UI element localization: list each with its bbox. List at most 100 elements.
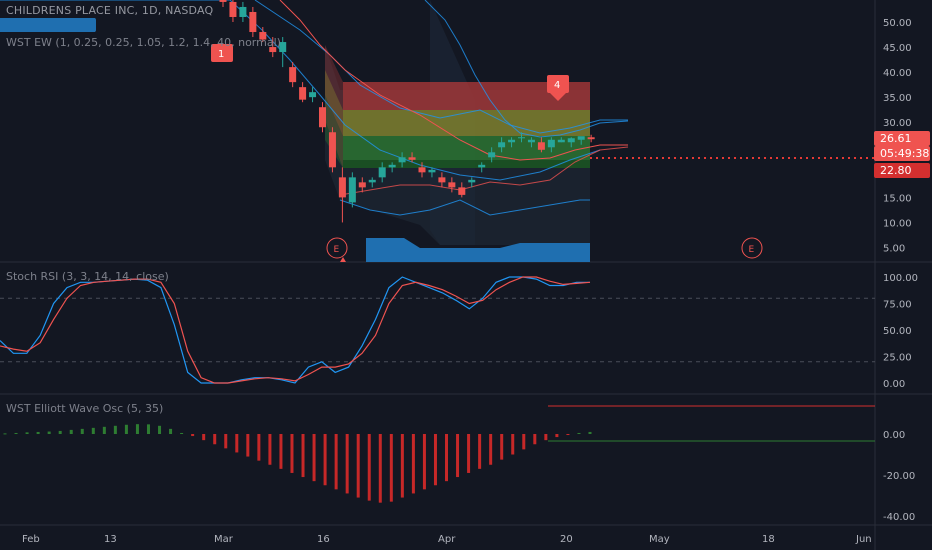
last-price-tag: 26.61 xyxy=(874,131,930,146)
osc-bar xyxy=(3,433,7,435)
elliott-osc-label[interactable]: WST Elliott Wave Osc (5, 35) xyxy=(6,402,164,415)
osc-axis-tick: 0.00 xyxy=(883,430,905,441)
candle-body xyxy=(338,177,346,198)
candle-body xyxy=(259,32,267,40)
candle-body xyxy=(438,177,446,183)
rsi-series-line xyxy=(0,276,591,384)
fib-zone-green xyxy=(343,136,590,160)
candle-body xyxy=(219,0,227,2)
candle-body xyxy=(388,164,396,168)
time-axis-tick: Jun xyxy=(855,534,872,545)
candle-body xyxy=(577,136,585,140)
price-axis-tick: 15.00 xyxy=(883,193,912,204)
price-axis-tick: 50.00 xyxy=(883,18,912,29)
osc-bar xyxy=(124,424,128,434)
rsi-axis-tick: 25.00 xyxy=(883,353,912,364)
indicator-legend-toggle[interactable] xyxy=(0,18,96,32)
time-axis-tick: 16 xyxy=(317,534,330,545)
osc-bar xyxy=(191,434,195,437)
osc-bar xyxy=(113,425,117,434)
wave-marker-1-label: 1 xyxy=(218,49,224,60)
osc-bar xyxy=(445,434,449,482)
osc-bar xyxy=(224,434,228,449)
time-axis-tick: Mar xyxy=(214,534,234,545)
candle-body xyxy=(309,92,317,98)
candle-body xyxy=(518,137,525,139)
candle-body xyxy=(279,42,287,53)
time-axis-tick: May xyxy=(649,534,670,545)
osc-bar xyxy=(47,431,51,434)
price-axis-tick: 10.00 xyxy=(883,218,912,229)
osc-bar xyxy=(169,428,173,434)
osc-bar xyxy=(345,434,349,494)
earnings-marker-label: E xyxy=(749,245,755,255)
osc-bar xyxy=(511,434,515,455)
earnings-marker xyxy=(741,237,763,259)
osc-bar xyxy=(533,434,537,445)
earnings-marker xyxy=(326,237,348,259)
band-line xyxy=(424,0,629,138)
osc-bar xyxy=(500,434,504,460)
band-line xyxy=(254,0,628,134)
candle-body xyxy=(498,142,506,148)
price-axis-tick: 30.00 xyxy=(883,118,912,129)
wave-marker-4 xyxy=(547,75,569,93)
osc-bar xyxy=(566,434,570,436)
osc-bar xyxy=(478,434,482,469)
time-axis-tick: Feb xyxy=(22,534,40,545)
osc-bar xyxy=(290,434,294,473)
osc-bar xyxy=(80,428,84,434)
osc-bar xyxy=(235,434,239,453)
ew-indicator-label[interactable]: WST EW (1, 0.25, 0.25, 1.05, 1.2, 1.4, 4… xyxy=(6,36,281,49)
osc-bar xyxy=(312,434,316,482)
candle-body xyxy=(557,139,565,143)
fib-zone-yellow xyxy=(343,110,590,136)
price-axis-tick: 5.00 xyxy=(883,244,905,255)
candle-body xyxy=(587,137,595,140)
osc-bar xyxy=(378,434,382,503)
osc-bar xyxy=(25,432,29,434)
osc-bar xyxy=(268,434,272,465)
time-axis-tick: Apr xyxy=(438,534,456,545)
candle-body xyxy=(239,6,247,17)
price-axis-tick: 45.00 xyxy=(883,43,912,54)
fib-zone-lead xyxy=(325,95,343,168)
wave-marker-4-pointer xyxy=(550,93,566,101)
rsi-series-line xyxy=(0,276,590,384)
candle-body xyxy=(358,182,366,188)
candle-body xyxy=(527,139,535,143)
candle-body xyxy=(458,187,466,195)
level-price-tag: 22.80 xyxy=(874,163,930,178)
candle-body xyxy=(547,139,555,148)
osc-bar xyxy=(135,424,139,434)
candle-body xyxy=(378,167,386,178)
candle-body xyxy=(299,87,307,100)
candle-body xyxy=(428,169,436,173)
osc-bar xyxy=(422,434,426,490)
osc-bar xyxy=(213,434,217,445)
osc-bar xyxy=(279,434,283,469)
osc-bar xyxy=(456,434,460,478)
osc-bar xyxy=(522,434,526,450)
earnings-marker-label: E xyxy=(334,245,340,255)
osc-bar xyxy=(246,434,250,457)
price-axis-tick: 35.00 xyxy=(883,93,912,104)
candle-body xyxy=(328,132,336,168)
wave-marker-1 xyxy=(211,44,233,62)
osc-bar xyxy=(69,429,73,434)
osc-bar xyxy=(555,434,559,438)
stoch-rsi-label[interactable]: Stoch RSI (3, 3, 14, 14, close) xyxy=(6,270,169,283)
osc-bar xyxy=(334,434,338,490)
candle-body xyxy=(478,164,486,168)
osc-bar xyxy=(411,434,415,494)
candle-body xyxy=(508,139,516,143)
candle-body xyxy=(319,107,326,128)
osc-bar xyxy=(102,426,106,434)
osc-bar xyxy=(202,434,206,441)
osc-bar xyxy=(367,434,371,501)
osc-bar xyxy=(467,434,471,473)
candle-body xyxy=(269,47,277,53)
time-axis-tick: 20 xyxy=(560,534,573,545)
osc-bar xyxy=(588,431,592,434)
